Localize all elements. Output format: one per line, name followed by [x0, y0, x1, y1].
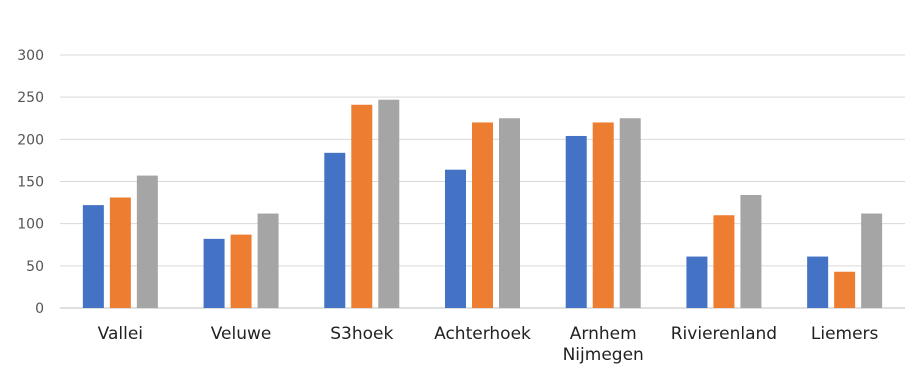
x-category-label: Achterhoek: [434, 324, 531, 344]
bar-series-3-0: [136, 175, 158, 308]
bar-series-3-2: [378, 99, 400, 309]
x-category-label-line: S3hoek: [330, 324, 393, 344]
x-category-label-line: Vallei: [98, 324, 143, 344]
x-category-label: Vallei: [98, 324, 143, 344]
bar-series-1-6: [807, 256, 829, 308]
x-axis-category-labels: Vallei Veluwe S3hoek Achterhoek Arnhem Nijmeg…: [98, 324, 879, 365]
bar-series-2-3: [472, 122, 493, 308]
bar-series-3-1: [257, 213, 279, 308]
x-category-label: S3hoek: [330, 324, 393, 344]
x-category-label: Rivierenland: [671, 324, 777, 344]
bar-series-1-0: [82, 205, 104, 308]
bar-series-2-4: [592, 122, 614, 308]
x-category-label: Veluwe: [211, 324, 272, 344]
x-category-label-line: Liemers: [811, 324, 879, 344]
y-tick-label: 50: [26, 259, 44, 275]
bar-series-3-5: [740, 194, 762, 308]
x-category-label: Arnhem Nijmegen: [563, 324, 644, 365]
bar-series-1-1: [203, 238, 225, 308]
bar-series-1-3: [445, 169, 466, 308]
x-category-label-line: Nijmegen: [563, 345, 644, 365]
bar-series-3-3: [499, 118, 520, 308]
bar-series-2-6: [834, 271, 856, 308]
bar-series-2-5: [713, 215, 735, 308]
x-category-label-line: Veluwe: [211, 324, 272, 344]
x-category-label: Liemers: [811, 324, 879, 344]
y-tick-label: 0: [35, 301, 44, 317]
y-axis-tick-labels: 0 50 100 150 200 250 300: [17, 48, 44, 317]
bar-series-3-6: [861, 213, 883, 308]
y-tick-label: 200: [17, 132, 44, 148]
y-tick-label: 300: [17, 48, 44, 64]
bar-series-2-0: [109, 197, 131, 308]
bars: [82, 99, 883, 309]
y-tick-label: 100: [17, 217, 44, 233]
bar-series-1-4: [565, 135, 587, 308]
y-tick-label: 150: [17, 175, 44, 191]
x-category-label-line: Rivierenland: [671, 324, 777, 344]
bar-series-3-4: [619, 118, 641, 308]
y-tick-label: 250: [17, 90, 44, 106]
bar-series-2-2: [351, 104, 373, 308]
bar-series-1-5: [686, 256, 708, 308]
bar-series-1-2: [324, 152, 346, 308]
x-category-label-line: Arnhem: [570, 324, 637, 344]
x-category-label-line: Achterhoek: [434, 324, 531, 344]
bar-series-2-1: [230, 234, 252, 308]
